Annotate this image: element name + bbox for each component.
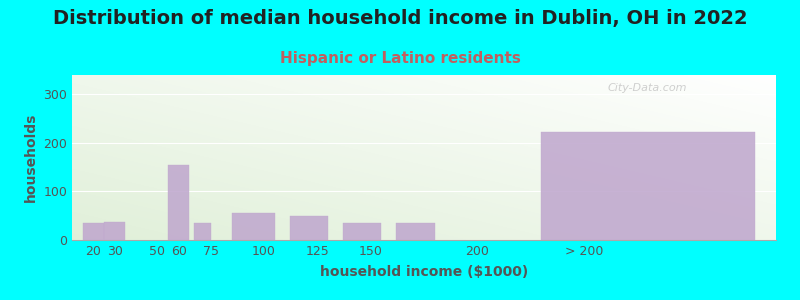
Bar — [194, 223, 210, 240]
Bar — [542, 132, 754, 240]
Bar — [82, 223, 104, 240]
Bar — [168, 165, 190, 240]
Bar — [232, 213, 274, 240]
Bar — [290, 216, 328, 240]
Text: Distribution of median household income in Dublin, OH in 2022: Distribution of median household income … — [53, 9, 747, 28]
Bar — [343, 223, 382, 240]
Text: City-Data.com: City-Data.com — [607, 83, 686, 93]
Bar — [104, 222, 126, 240]
Y-axis label: households: households — [24, 113, 38, 202]
X-axis label: household income ($1000): household income ($1000) — [320, 265, 528, 279]
Bar — [396, 223, 434, 240]
Text: Hispanic or Latino residents: Hispanic or Latino residents — [279, 51, 521, 66]
